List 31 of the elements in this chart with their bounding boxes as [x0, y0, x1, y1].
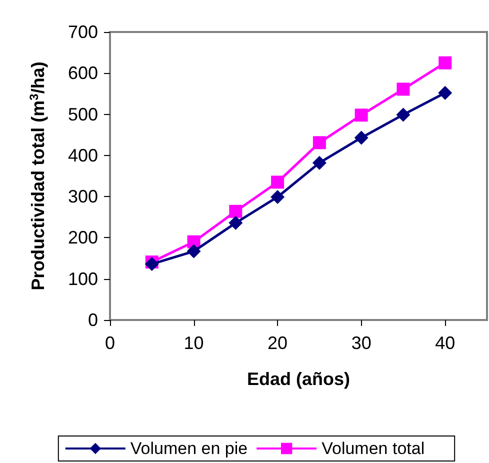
y-tick-label: 100: [68, 268, 98, 289]
y-tick-label: 0: [88, 310, 98, 330]
x-tick-label: 20: [268, 333, 288, 353]
legend-label: Volumen total: [322, 439, 425, 458]
point: [312, 156, 326, 170]
point: [354, 130, 368, 145]
x-tick-label: 40: [435, 333, 456, 353]
point: [229, 204, 242, 218]
y-tick-label: 600: [68, 63, 98, 84]
y-tick-label: 500: [68, 104, 98, 124]
x-tick-label: 30: [351, 333, 372, 353]
point: [144, 257, 159, 272]
x-axis-title: Edad (años): [246, 369, 350, 389]
point: [228, 216, 243, 230]
point: [438, 86, 452, 100]
y-axis-title: Productividad total (m3/ha): [27, 62, 48, 290]
y-tick-label: 400: [68, 145, 98, 166]
point: [186, 244, 201, 258]
legend-label: Volumen en pie: [130, 439, 248, 458]
point: [438, 56, 452, 70]
point: [396, 82, 410, 96]
x-tick-label: 0: [104, 333, 116, 353]
point: [270, 190, 285, 204]
point: [271, 176, 284, 189]
y-tick-label: 700: [68, 22, 98, 42]
y-tick-label: 300: [68, 186, 98, 207]
point: [396, 108, 410, 122]
y-tick-label: 200: [68, 228, 98, 248]
x-tick-label: 10: [184, 333, 204, 353]
point: [354, 108, 368, 122]
point: [312, 136, 326, 150]
